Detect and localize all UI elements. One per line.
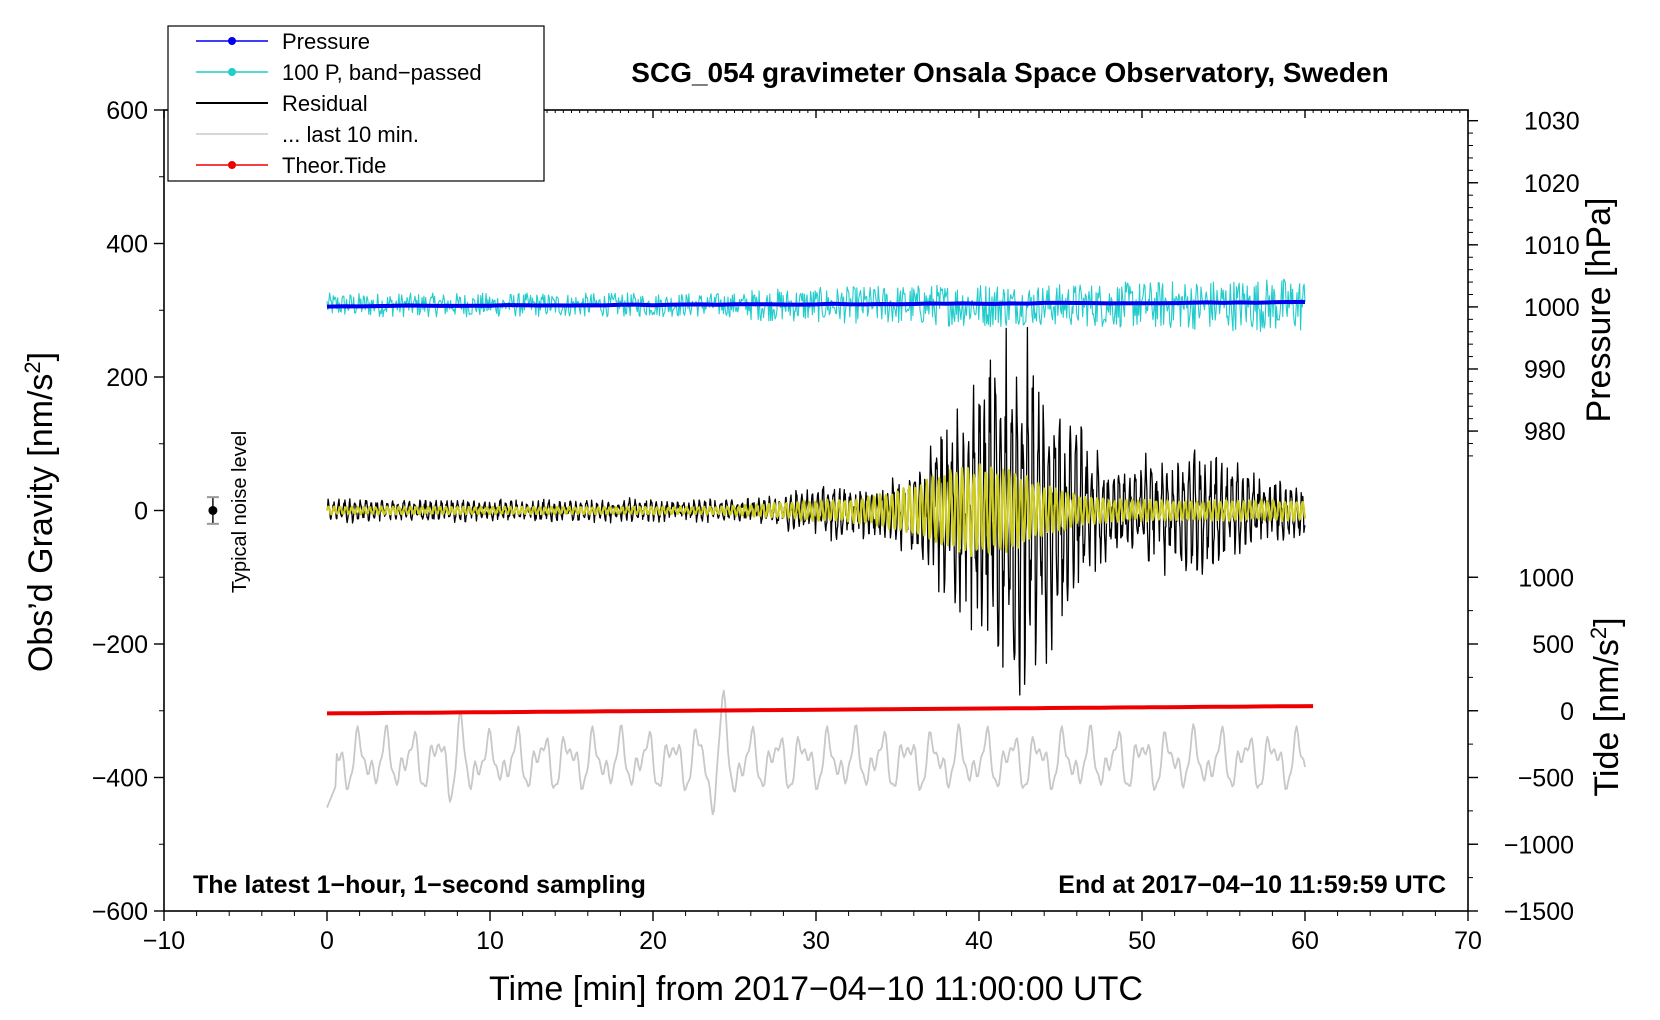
noise-level-marker: Typical noise level xyxy=(206,431,251,593)
x-tick-label: 70 xyxy=(1454,927,1482,955)
x-tick-label: 10 xyxy=(476,927,504,955)
y-tick-label: −600 xyxy=(92,898,148,926)
tide-tick-label: −500 xyxy=(1518,765,1574,793)
y-axis-left-title: Obs’d Gravity [nm/s2] xyxy=(20,352,61,672)
series-theoretical-tide xyxy=(326,704,1314,716)
x-tick-label: 50 xyxy=(1128,927,1156,955)
series-band-passed-pressure xyxy=(326,278,1306,333)
series-residual xyxy=(326,326,1306,696)
noise-level-label: Typical noise level xyxy=(229,431,251,593)
y-axis-pressure: 1030 1020 1010 1000 990 980 xyxy=(1468,108,1580,457)
y-axis-tide-title: Tide [nm/s2] xyxy=(1586,617,1627,796)
legend-entries: Pressure 100 P, band−passed Residual ... la… xyxy=(196,29,482,178)
series-residual-filtered xyxy=(325,463,1307,557)
y-tick-label: −400 xyxy=(92,765,148,793)
x-tick-label: 40 xyxy=(965,927,993,955)
y-tick-label: −200 xyxy=(92,631,148,659)
pressure-tick-label: 1020 xyxy=(1524,170,1580,198)
x-tick-label: 30 xyxy=(802,927,830,955)
x-tick-label: 60 xyxy=(1291,927,1319,955)
pressure-tick-label: 1030 xyxy=(1524,108,1580,136)
y-axis-left: 600 400 200 0 −200 −400 −600 xyxy=(92,97,164,926)
y-axis-tide-title-sup: 2 xyxy=(1586,627,1611,639)
series-layer xyxy=(325,278,1314,816)
legend-marker xyxy=(228,37,236,45)
y-tick-label: 600 xyxy=(106,97,148,125)
tide-tick-label: 500 xyxy=(1532,631,1574,659)
series-last-10-min xyxy=(326,689,1306,816)
y-axis-pressure-title: Pressure [hPa] xyxy=(1580,198,1618,423)
series-pressure xyxy=(326,300,1305,309)
legend-label: 100 P, band−passed xyxy=(282,60,482,85)
noise-point xyxy=(208,506,218,515)
tide-tick-label: 0 xyxy=(1560,698,1574,726)
legend-marker xyxy=(228,68,236,76)
y-axis-tide: 1000 500 0 −500 −1000 −1500 xyxy=(1468,564,1574,926)
y-axis-left-title-end: ] xyxy=(22,352,60,361)
y-axis-left-title-main: Obs’d Gravity [nm/s xyxy=(22,374,60,673)
legend-label: Pressure xyxy=(282,29,370,54)
y-axis-left-title-sup: 2 xyxy=(20,361,45,373)
legend-label: ... last 10 min. xyxy=(282,122,419,147)
sampling-note: The latest 1−hour, 1−second sampling xyxy=(193,871,646,899)
x-tick-label: −10 xyxy=(143,927,185,955)
legend: Pressure 100 P, band−passed Residual ... la… xyxy=(167,25,545,182)
y-axis-tide-title-main: Tide [nm/s xyxy=(1588,639,1626,796)
pressure-tick-label: 1010 xyxy=(1524,232,1580,260)
y-axis-tide-title-end: ] xyxy=(1588,617,1626,626)
pressure-tick-label: 990 xyxy=(1524,356,1566,384)
legend-label: Theor.Tide xyxy=(282,153,386,178)
end-time-note: End at 2017−04−10 11:59:59 UTC xyxy=(1058,871,1446,899)
y-tick-label: 200 xyxy=(106,364,148,392)
pressure-tick-label: 1000 xyxy=(1524,294,1580,322)
legend-label: Residual xyxy=(282,91,368,116)
chart-title: SCG_054 gravimeter Onsala Space Observat… xyxy=(631,57,1388,88)
legend-marker xyxy=(228,161,236,169)
x-tick-label: 20 xyxy=(639,927,667,955)
tide-tick-label: −1500 xyxy=(1504,898,1574,926)
y-tick-label: 400 xyxy=(106,231,148,259)
x-axis-title: Time [min] from 2017−04−10 11:00:00 UTC xyxy=(489,970,1143,1008)
pressure-tick-label: 980 xyxy=(1524,418,1566,446)
y-tick-label: 0 xyxy=(134,498,148,526)
x-tick-label: 0 xyxy=(320,927,334,955)
x-axis: −10 0 10 20 30 40 50 60 70 xyxy=(143,110,1482,955)
tide-tick-label: −1000 xyxy=(1504,831,1574,859)
tide-tick-label: 1000 xyxy=(1518,564,1574,592)
